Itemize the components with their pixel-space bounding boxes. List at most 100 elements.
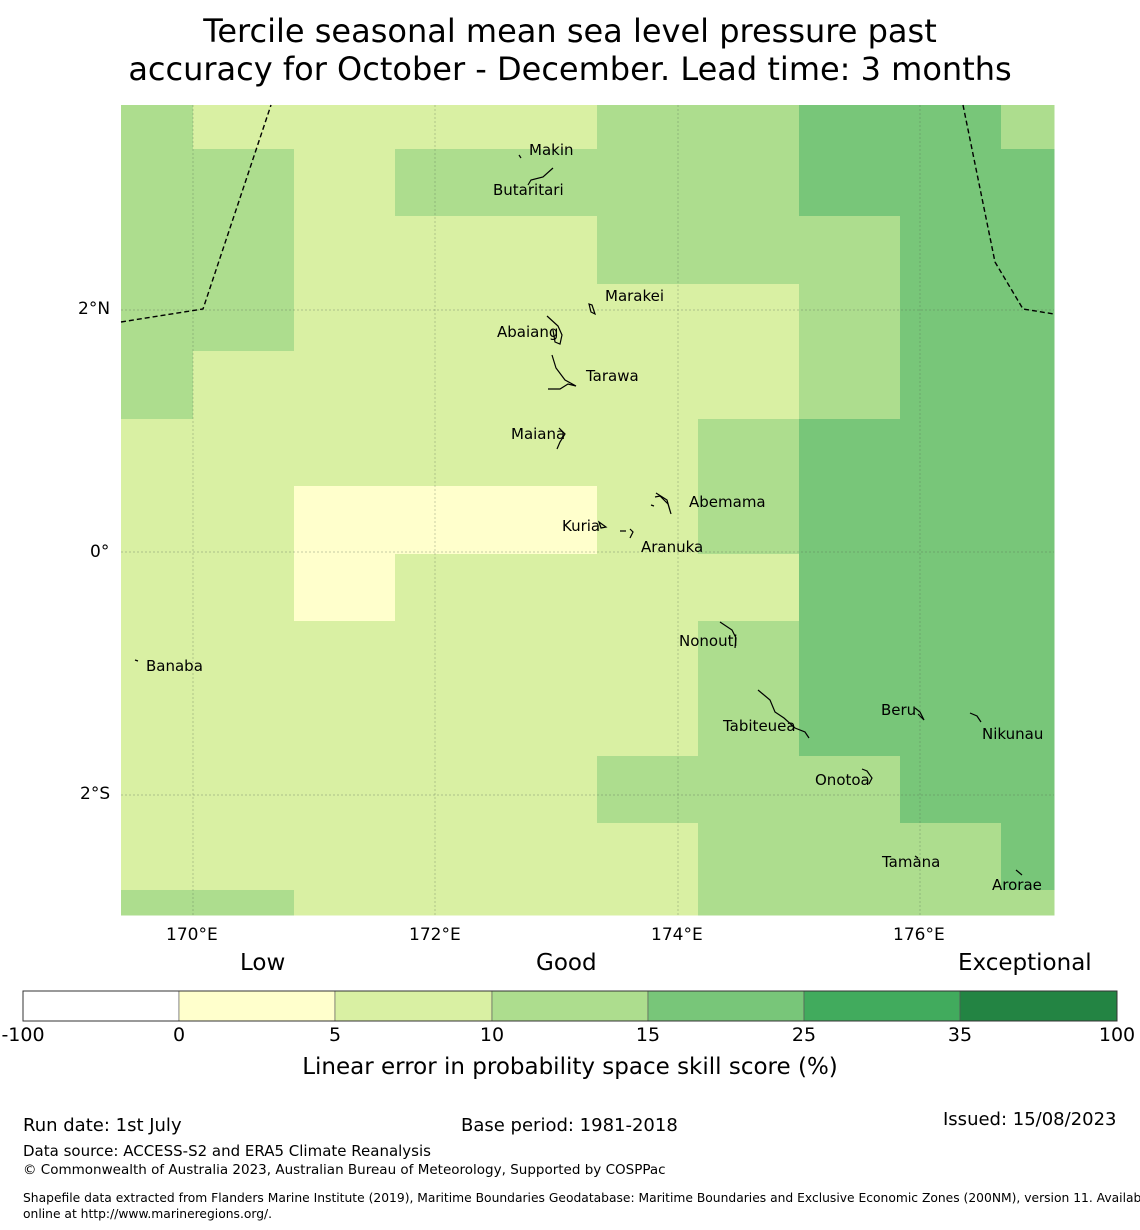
skill-cell: [496, 105, 598, 150]
shapefile-credit-line-2: online at http://www.marineregions.org/.: [23, 1207, 273, 1221]
island-label-beru: Beru: [881, 701, 916, 719]
chart-title-line-2: accuracy for October - December. Lead ti…: [128, 50, 1012, 88]
skill-grid-cells: [121, 105, 1055, 916]
legend-category-good: Good: [536, 950, 597, 976]
skill-cell: [496, 351, 598, 420]
colorbar-tick: 0: [172, 1024, 186, 1046]
island-shape-tabiteuea: [757, 689, 810, 739]
skill-cell: [698, 486, 800, 555]
skill-cell: [698, 621, 800, 690]
skill-cell: [1001, 756, 1055, 824]
colorbar-tick: 25: [791, 1024, 817, 1046]
skill-cell: [395, 419, 497, 487]
skill-cell: [900, 689, 1002, 757]
skill-cell: [121, 419, 194, 487]
skill-cell: [1001, 105, 1055, 150]
skill-cell: [496, 890, 598, 916]
skill-cell: [799, 419, 901, 487]
graticule: [121, 105, 1054, 915]
eez-boundary: [120, 104, 1055, 323]
skill-cell: [395, 756, 497, 824]
skill-cell: [900, 419, 1002, 487]
skill-cell: [900, 149, 1002, 217]
skill-cell: [121, 216, 194, 285]
eez-boundary-west: [120, 104, 272, 323]
skill-cell: [900, 890, 1002, 916]
skill-cell: [193, 419, 295, 487]
skill-cell: [193, 105, 295, 150]
skill-cell: [1001, 419, 1055, 487]
chart-title-line-1: Tercile seasonal mean sea level pressure…: [203, 12, 937, 50]
issued-date: Issued: 15/08/2023: [943, 1109, 1117, 1130]
skill-cell: [597, 756, 699, 824]
skill-cell: [294, 149, 396, 217]
colorbar-segment: [491, 990, 649, 1022]
skill-cell: [395, 149, 497, 217]
skill-cell: [597, 823, 699, 891]
skill-cell: [496, 554, 598, 622]
colorbar-segment: [959, 990, 1118, 1022]
skill-cell: [496, 823, 598, 891]
skill-cell: [799, 689, 901, 757]
base-period: Base period: 1981-2018: [461, 1115, 678, 1136]
colorbar-frame: [22, 990, 1118, 1022]
island-label-nikunau: Nikunau: [982, 725, 1043, 743]
skill-cell: [597, 149, 699, 217]
skill-cell: [799, 216, 901, 285]
skill-cell: [900, 756, 1002, 824]
island-label-abemama: Abemama: [689, 493, 766, 511]
skill-cell: [496, 486, 598, 555]
skill-cell: [395, 890, 497, 916]
colorbar-segment: [803, 990, 961, 1022]
island-shape-arorae: [1015, 869, 1023, 876]
lat-tick-2s: 2°S: [80, 784, 111, 804]
island-shape-kuria: [597, 520, 608, 529]
skill-cell: [597, 621, 699, 690]
skill-cell: [900, 486, 1002, 555]
skill-cell: [193, 823, 295, 891]
island-label-aranuka: Aranuka: [641, 538, 703, 556]
skill-cell: [121, 284, 194, 352]
lon-tick-172: 172°E: [409, 925, 461, 945]
island-label-banaba: Banaba: [146, 657, 203, 675]
skill-cell: [799, 554, 901, 622]
island-shape-maiana: [556, 427, 566, 450]
skill-cell: [395, 689, 497, 757]
island-shape-nonouti: [719, 621, 737, 649]
skill-cell: [294, 351, 396, 420]
colorbar-segment: [178, 990, 336, 1022]
colorbar-tick: 15: [635, 1024, 661, 1046]
island-label-tarawa: Tarawa: [585, 367, 639, 385]
skill-cell: [1001, 284, 1055, 352]
skill-cell: [294, 284, 396, 352]
skill-cell: [294, 216, 396, 285]
skill-cell: [698, 689, 800, 757]
skill-cell: [395, 216, 497, 285]
island-shape-abaiang: [546, 315, 563, 345]
skill-cell: [121, 554, 194, 622]
skill-cell: [496, 216, 598, 285]
skill-cell: [294, 621, 396, 690]
skill-cell: [698, 554, 800, 622]
skill-cell: [121, 823, 194, 891]
lat-tick-2n: 2°N: [78, 299, 111, 319]
skill-cell: [193, 689, 295, 757]
skill-cell: [294, 419, 396, 487]
skill-cell: [799, 823, 901, 891]
skill-cell: [496, 419, 598, 487]
skill-cell: [799, 621, 901, 690]
skill-cell: [597, 689, 699, 757]
island-label-kuria: Kuria: [562, 517, 600, 535]
skill-cell: [395, 621, 497, 690]
skill-cell: [121, 351, 194, 420]
skill-cell: [121, 621, 194, 690]
skill-cell: [395, 284, 497, 352]
skill-cell: [900, 284, 1002, 352]
skill-cell: [698, 149, 800, 217]
legend-category-low: Low: [240, 950, 286, 976]
island-label-abaiang: Abaiang: [497, 323, 558, 341]
skill-cell: [496, 149, 598, 217]
skill-cell: [496, 756, 598, 824]
skill-cell: [698, 105, 800, 150]
island-shape-marakei: [588, 303, 597, 316]
